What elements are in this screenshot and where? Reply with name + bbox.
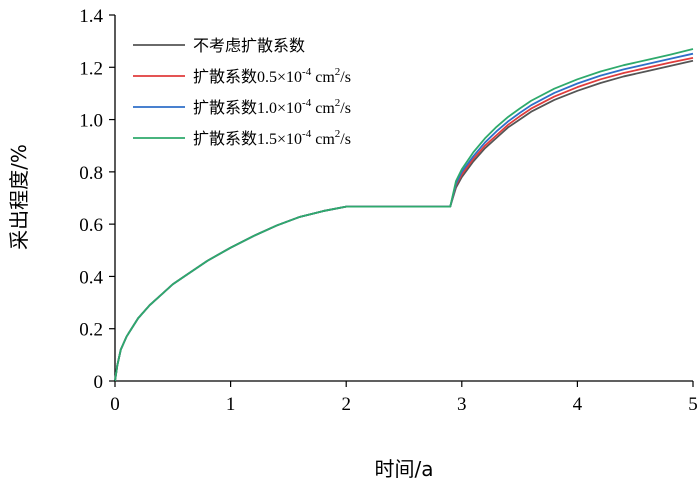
y-tick-label: 1.2 <box>79 58 103 79</box>
y-axis-title: 采出程度/% <box>7 144 31 250</box>
y-tick-label: 1.0 <box>79 111 103 132</box>
x-tick-label: 2 <box>341 394 351 415</box>
legend-label-4: 扩散系数1.5×10-4 cm2/s <box>193 128 351 148</box>
y-tick-label: 0.6 <box>79 215 103 236</box>
axes <box>114 15 693 382</box>
series-layer <box>114 48 694 382</box>
x-tick-label: 0 <box>110 394 120 415</box>
x-tick-label: 1 <box>226 394 236 415</box>
legend-label-3: 扩散系数1.0×10-4 cm2/s <box>193 97 351 117</box>
y-tick-label: 0.2 <box>79 320 103 341</box>
y-tick-label: 0.8 <box>79 163 103 184</box>
x-axis-title: 时间/a <box>375 457 434 481</box>
series-line-4 <box>114 48 694 382</box>
ticks-layer: 0 1 2 3 4 5 0 0.2 0.4 0.6 0.8 1.0 1.2 1.4 <box>79 6 698 415</box>
y-tick-label: 0 <box>94 372 104 393</box>
x-tick-label: 4 <box>573 394 583 415</box>
legend-label-2: 扩散系数0.5×10-4 cm2/s <box>193 66 351 86</box>
y-tick-label: 0.4 <box>79 267 103 288</box>
x-tick-label: 3 <box>457 394 467 415</box>
y-tick-label: 1.4 <box>79 6 103 27</box>
legend-label-1: 不考虑扩散系数 <box>193 36 305 55</box>
x-tick-label: 5 <box>688 394 698 415</box>
